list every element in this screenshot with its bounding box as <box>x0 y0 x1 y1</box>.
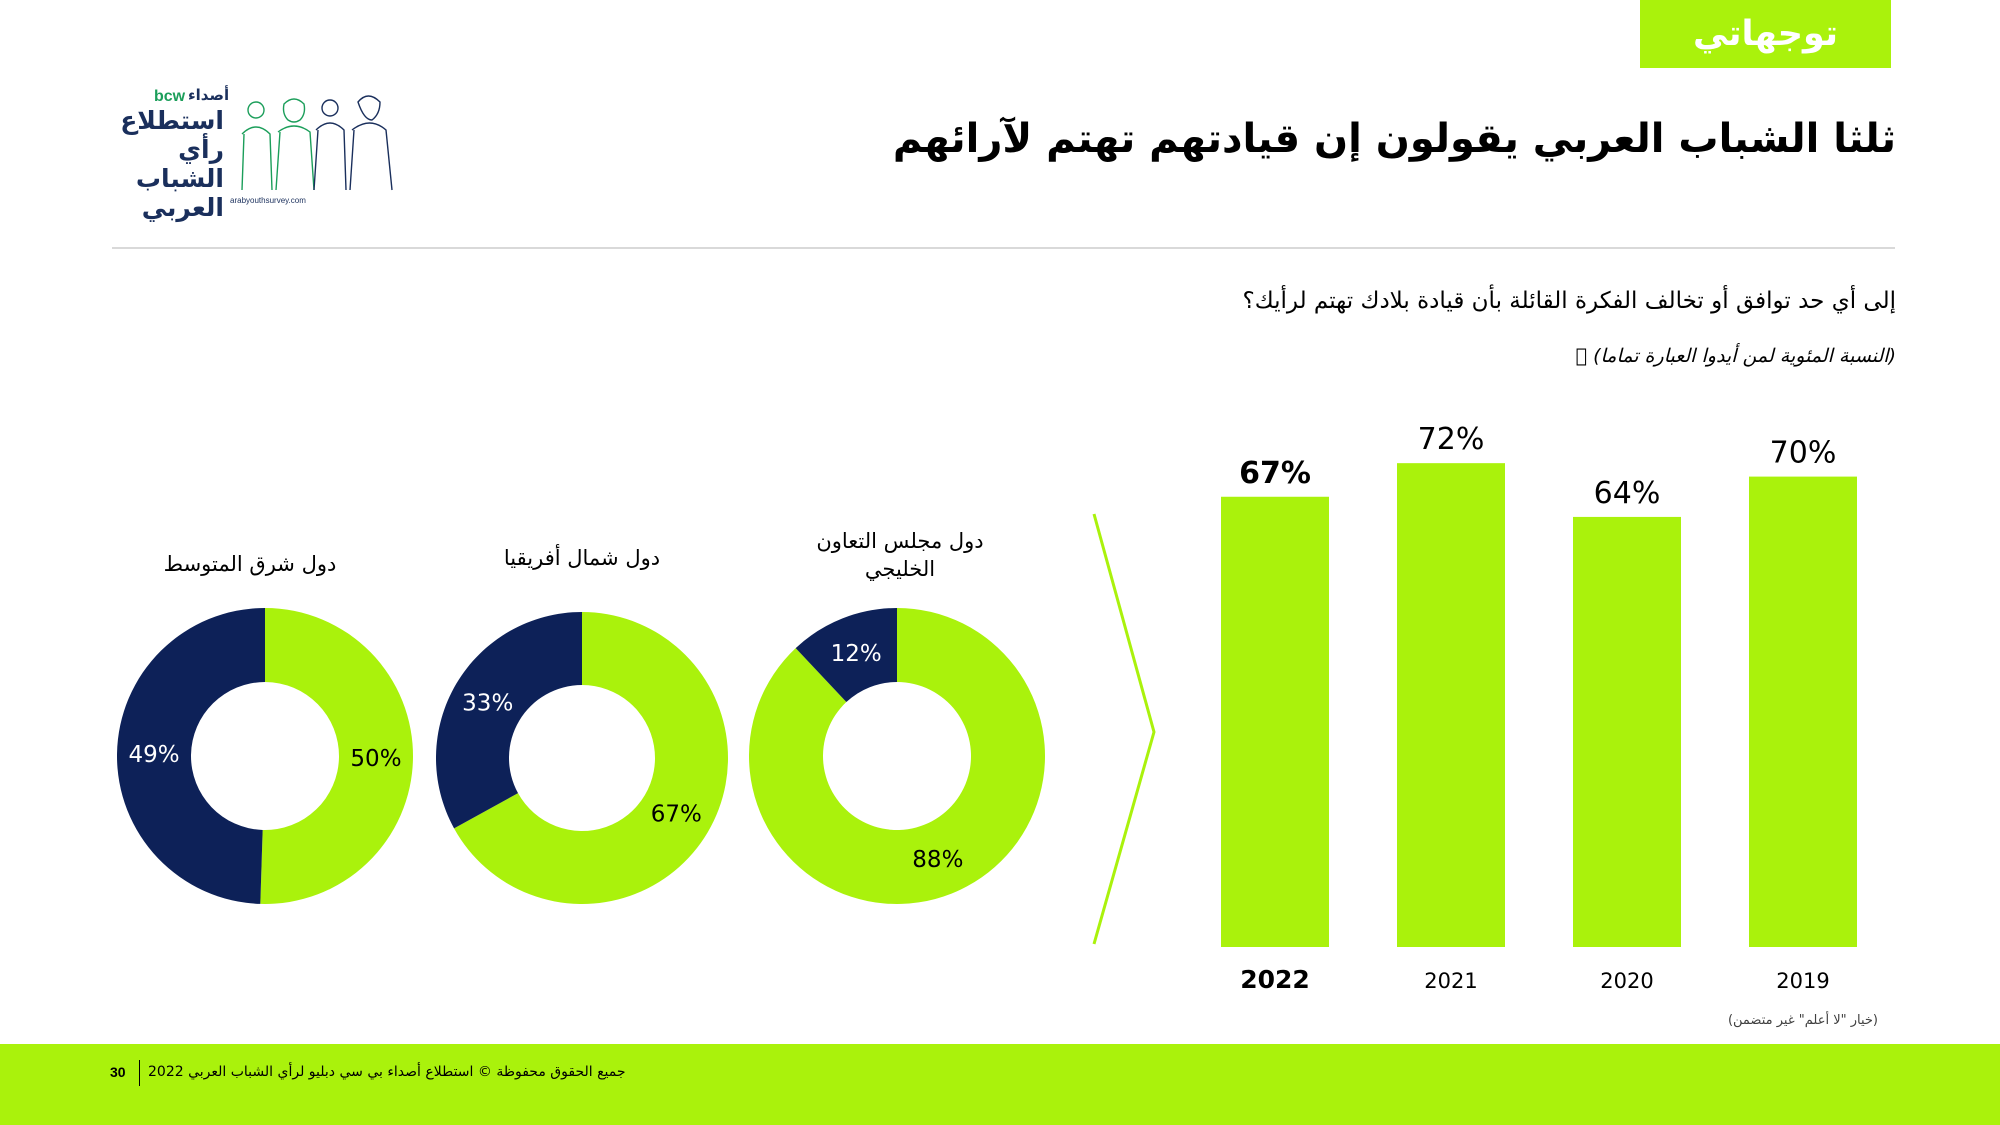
bar-value-label: 72% <box>1418 422 1485 457</box>
logo-url: arabyouthsurvey.com <box>230 196 306 205</box>
copyright-text: جميع الحقوق محفوظة © استطلاع أصداء بي سي… <box>148 1064 626 1080</box>
logo-name-line: العربي <box>141 193 224 222</box>
logo-name-line: استطلاع <box>120 106 224 135</box>
bar-category-label: 2019 <box>1776 969 1829 993</box>
bar-chart: 67% 2022 72% 2021 64% 2020 70% 2019 <box>1221 422 1857 994</box>
donut-slice <box>117 608 265 904</box>
donut-slice-label: 49% <box>128 742 179 768</box>
section-tag: توجهاتي <box>1640 0 1891 68</box>
title-divider <box>112 247 1895 249</box>
logo-brand: bcw <box>154 88 186 105</box>
region-label-levant: دول شرق المتوسط <box>120 550 380 578</box>
footer-separator <box>139 1060 140 1086</box>
bar-category-label: 2020 <box>1600 969 1653 993</box>
donut-slice-label: 88% <box>912 847 963 873</box>
logo-name: استطلاع رأي الشباب العربي <box>112 106 224 222</box>
logo-name-line: رأي الشباب <box>135 135 224 193</box>
donut-slice-label: 12% <box>831 641 882 667</box>
footer-bar: 30 جميع الحقوق محفوظة © استطلاع أصداء بي… <box>0 1044 2000 1125</box>
bar-2022 <box>1221 496 1329 947</box>
bar-value-label: 70% <box>1770 436 1837 471</box>
survey-logo: bcw أصداء استطلاع رأي الشباب العربي arab… <box>112 84 393 222</box>
bar-value-label: 64% <box>1594 476 1661 511</box>
region-label-line: الخليجي <box>864 557 936 581</box>
donut-slice-label: 33% <box>462 690 513 716</box>
region-label-north-africa: دول شمال أفريقيا <box>452 544 712 572</box>
chart-canvas: 67% 2022 72% 2021 64% 2020 70% 2019 88% 12% 67% 33… <box>117 422 1857 994</box>
logo-people-illustration <box>241 95 393 191</box>
donut-slice <box>454 612 729 904</box>
bar-2020 <box>1573 516 1681 947</box>
donut-slice <box>436 612 582 829</box>
section-tag-label: توجهاتي <box>1692 14 1839 54</box>
region-label-line: دول شرق المتوسط <box>163 552 337 576</box>
region-label-gulf: دول مجلس التعاون الخليجي <box>770 527 1030 583</box>
bar-2021 <box>1397 463 1505 947</box>
page-number: 30 <box>110 1064 126 1080</box>
bar-2019 <box>1749 476 1857 947</box>
donut-slice <box>260 608 414 904</box>
survey-subnote: (النسبة المئوية لمن أيدوا العبارة تماما)… <box>1575 345 1896 367</box>
page-title: ثلثا الشباب العربي يقولون إن قيادتهم تهت… <box>892 116 1896 162</box>
bar-category-label: 2021 <box>1424 969 1477 993</box>
footnote: (خيار "لا أعلم" غير متضمن) <box>1727 1013 1878 1028</box>
bar-category-label: 2022 <box>1240 965 1310 994</box>
survey-question: إلى أي حد توافق أو تخالف الفكرة القائلة … <box>1242 288 1896 314</box>
donut-slice <box>795 608 897 703</box>
logo-brand-arabic: أصداء <box>188 86 230 104</box>
donut-slice-label: 67% <box>651 802 702 828</box>
donut-slice-label: 50% <box>350 746 401 772</box>
donut-charts: 88% 12% 67% 33% 50% 49% <box>117 608 1045 904</box>
region-label-line: دول مجلس التعاون <box>816 529 984 553</box>
donut-slice <box>749 608 1045 904</box>
bar-value-label: 67% <box>1239 456 1311 491</box>
region-label-line: دول شمال أفريقيا <box>503 546 661 570</box>
chevron-divider <box>1092 513 1156 945</box>
